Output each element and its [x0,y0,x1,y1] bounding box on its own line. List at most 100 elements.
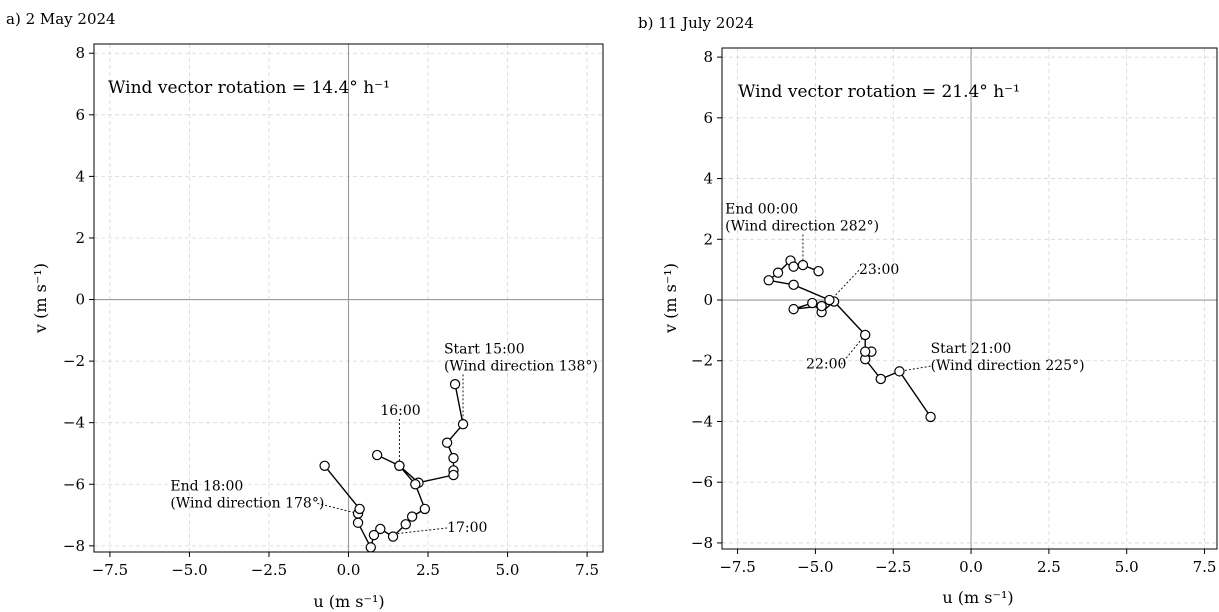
hodograph-point [371,449,383,461]
panel-b: b) 11 July 2024 −7.5 −5.0 −2.5 0.0 2.5 5.0 7.5… [638,14,1218,607]
annotation-line: 17:00 [447,520,487,536]
hodograph-point [797,259,809,271]
hodograph-point [448,452,459,464]
x-tick-label: −5.0 [171,561,207,579]
hodograph-point [457,419,469,430]
annotation-line: 16:00 [380,403,420,419]
y-tick-label: −4 [691,412,713,430]
hodograph-point [406,511,418,522]
annotation-leader [830,269,860,301]
annotation-line: End 18:00 [170,478,243,494]
hodograph-point [788,303,799,315]
hodograph-point [410,479,421,490]
panel-a-rotation-text: Wind vector rotation = 14.4° h⁻¹ [108,78,390,98]
annotation-label: 23:00 [859,262,899,278]
y-tick-label: 8 [75,44,85,62]
y-tick-label: 6 [75,106,85,124]
x-tick-label: −7.5 [719,558,755,576]
x-tick-label: 5.0 [1115,558,1139,576]
x-tick-label: −2.5 [251,561,287,579]
panel-a-zero-lines [94,44,603,552]
panel-b-y-ticks: −8 −6 −4 −2 0 2 4 6 8 [691,48,722,552]
annotation-leader [397,527,448,534]
x-tick-label: 7.5 [1193,558,1217,576]
x-tick-label: −2.5 [875,558,911,576]
annotation-line: Start 21:00 [931,341,1012,357]
panel-b-series [763,255,936,423]
panel-b-title: b) 11 July 2024 [638,14,754,32]
panel-b-y-axis-label: v (m s⁻¹) [661,263,680,334]
annotation-line: (Wind direction 138°) [444,358,598,374]
panel-a-y-axis-label: v (m s⁻¹) [31,263,50,334]
panel-b-grid [722,48,1217,549]
panel-a-x-axis-label: u (m s⁻¹) [313,592,384,611]
hodograph-point [419,503,431,515]
annotation-line: 22:00 [806,356,846,372]
y-tick-label: −6 [691,473,713,491]
y-tick-label: 4 [703,170,713,188]
annotation-label: 17:00 [447,520,487,536]
hodograph-point [394,460,405,471]
hodograph-point [816,300,827,312]
panel-a-y-ticks: −8 −6 −4 −2 0 2 4 6 8 [63,44,94,555]
annotation-line: (Wind direction 225°) [931,358,1085,374]
y-tick-label: −2 [691,352,713,370]
hodograph-point [400,519,411,530]
hodograph-line [324,384,464,549]
hodograph-point [449,379,461,390]
hodograph-point [441,437,453,448]
hodograph-point [375,523,386,535]
panel-b-zero-lines [722,48,1217,549]
panel-b-annotations: Start 21:00 (Wind direction 225°) 22:00 23:… [725,201,1084,374]
hodograph-point [368,529,380,541]
panel-b-rotation-text: Wind vector rotation = 21.4° h⁻¹ [738,82,1020,102]
y-tick-label: 6 [703,109,713,127]
y-tick-label: 8 [703,48,713,66]
annotation-line: 23:00 [859,262,899,278]
panel-b-x-axis-label: u (m s⁻¹) [942,588,1013,607]
y-tick-label: 2 [703,230,713,248]
x-tick-label: 0.0 [959,558,983,576]
x-tick-label: 7.5 [575,561,599,579]
hodograph-point [352,517,364,528]
hodograph-point [860,346,871,357]
panel-a-x-ticks: −7.5 −5.0 −2.5 0.0 2.5 5.0 7.5 [92,552,599,579]
hodograph-point [387,531,399,542]
hodograph-point [788,279,799,291]
hodograph-point [365,542,376,553]
annotation-line: End 00:00 [725,201,798,217]
annotation-label: End 00:00 (Wind direction 282°) [725,201,879,234]
annotation-leader [317,502,359,514]
y-tick-label: −6 [63,475,85,493]
hodograph-point [788,261,799,272]
hodograph-point [813,265,824,277]
y-tick-label: −2 [63,352,85,370]
y-tick-label: 4 [75,167,85,185]
hodograph-point [925,411,936,423]
y-tick-label: 0 [75,291,85,309]
annotation-leader [899,365,931,372]
panel-a-series [319,379,469,553]
annotation-label: 22:00 [806,356,846,372]
hodograph-point [763,275,774,286]
panel-b-plot-frame [721,47,1218,550]
panel-a-title: a) 2 May 2024 [6,10,116,28]
x-tick-label: −5.0 [797,558,833,576]
hodograph-point [448,469,459,481]
y-tick-label: 0 [703,291,713,309]
annotation-label: 16:00 [380,403,420,419]
annotation-label: Start 15:00 (Wind direction 138°) [444,341,598,374]
panel-b-x-ticks: −7.5 −5.0 −2.5 0.0 2.5 5.0 7.5 [719,549,1216,576]
x-tick-label: 0.0 [337,561,361,579]
x-tick-label: −7.5 [92,561,128,579]
y-tick-label: −8 [63,537,85,555]
x-tick-label: 2.5 [416,561,440,579]
annotation-label: End 18:00 (Wind direction 178°) [170,478,324,511]
hodograph-point [824,294,835,306]
annotation-label: Start 21:00 (Wind direction 225°) [931,341,1085,374]
hodograph-point [875,373,886,385]
x-tick-label: 5.0 [496,561,520,579]
annotation-line: Start 15:00 [444,341,525,357]
hodograph-point [860,329,871,341]
